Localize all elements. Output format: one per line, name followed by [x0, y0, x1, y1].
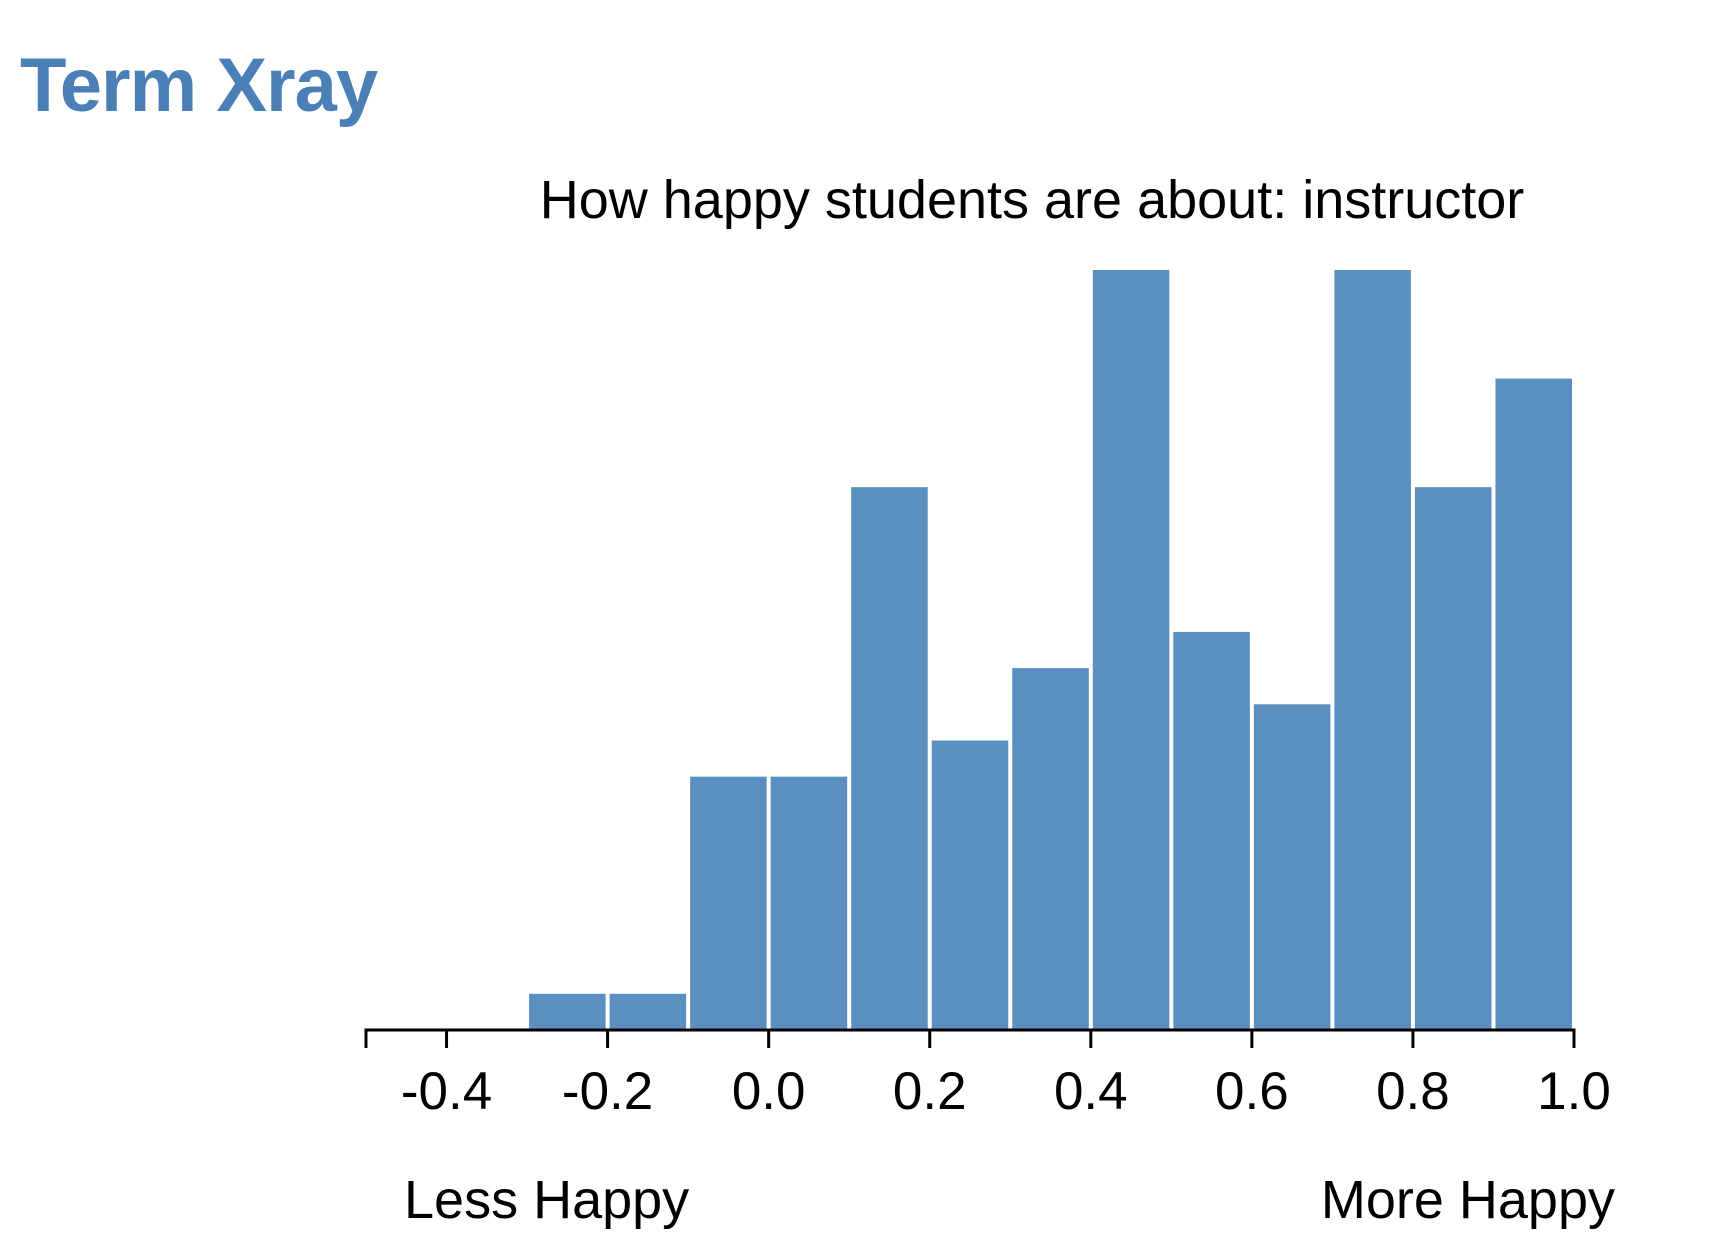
x-tick-label: 0.0 [732, 1062, 806, 1121]
histogram-bar [770, 776, 848, 1030]
histogram-bar [1253, 704, 1331, 1030]
more-happy-label: More Happy [1321, 1170, 1615, 1230]
x-tick-label: 0.8 [1376, 1062, 1450, 1121]
histogram-bar [1414, 487, 1492, 1031]
x-tick-label: 1.0 [1537, 1062, 1611, 1121]
histogram-bar [1173, 631, 1250, 1030]
histogram-bar [1334, 270, 1411, 1030]
x-tick-label: -0.2 [562, 1062, 653, 1121]
histogram-bar [851, 487, 928, 1031]
histogram-bar [1012, 668, 1089, 1030]
histogram-bars [529, 270, 1572, 1031]
x-tick-label: 0.4 [1054, 1062, 1128, 1121]
histogram-bar [609, 993, 687, 1030]
x-axis: -0.4 -0.2 0.0 0.2 0.4 0.6 0.8 1.0 [364, 1028, 1611, 1121]
histogram-bar [1495, 378, 1572, 1031]
x-tick-label: 0.2 [893, 1062, 967, 1121]
histogram-bar [690, 776, 767, 1030]
histogram-bar [931, 740, 1009, 1030]
histogram-bar [529, 993, 606, 1030]
chart-title: How happy students are about: instructor [540, 170, 1525, 230]
x-axis-line [364, 1028, 1576, 1048]
less-happy-label: Less Happy [404, 1170, 689, 1230]
x-tick-label: -0.4 [401, 1062, 492, 1121]
histogram-bar [1092, 270, 1170, 1030]
x-tick-label: 0.6 [1215, 1062, 1289, 1121]
page-title: Term Xray [20, 43, 378, 128]
